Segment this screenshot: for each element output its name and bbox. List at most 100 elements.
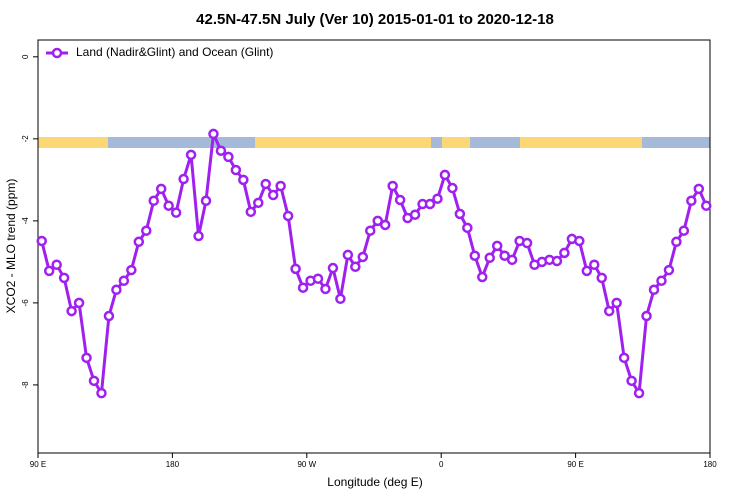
data-point <box>432 193 443 204</box>
data-point <box>155 183 167 195</box>
data-point <box>424 198 436 210</box>
data-point <box>312 273 324 284</box>
data-point <box>215 145 227 156</box>
x-axis-label: Longitude (deg E) <box>327 475 422 489</box>
data-point <box>379 219 391 231</box>
data-point <box>663 264 675 276</box>
data-point <box>111 284 122 296</box>
land-ocean-strip <box>38 137 710 148</box>
data-point <box>230 164 242 176</box>
data-point <box>596 272 607 284</box>
data-point <box>618 352 630 364</box>
data-point <box>559 247 570 259</box>
data-point <box>51 259 62 271</box>
data-point <box>506 254 518 266</box>
x-tick-label: 0 <box>439 460 444 469</box>
data-point <box>342 249 354 261</box>
data-point <box>73 297 85 309</box>
x-tick-label: 180 <box>703 460 717 469</box>
data-point <box>81 352 92 364</box>
y-tick-label: 0 <box>21 54 30 59</box>
data-point <box>66 305 77 317</box>
data-point <box>484 252 495 264</box>
data-point <box>387 180 398 192</box>
data-point <box>693 183 705 195</box>
data-point <box>260 178 271 190</box>
data-point <box>462 222 473 234</box>
x-tick-label: 180 <box>166 460 180 469</box>
data-point <box>551 255 563 267</box>
data-point <box>58 272 70 284</box>
data-point <box>141 225 152 236</box>
data-point <box>282 210 294 222</box>
y-tick-label: -6 <box>21 299 30 307</box>
data-point <box>290 263 301 275</box>
data-point <box>297 282 309 293</box>
data-point <box>335 293 346 305</box>
data-point <box>574 235 585 247</box>
data-point <box>170 207 182 218</box>
data-point <box>275 180 286 192</box>
data-point <box>185 149 197 161</box>
data-point <box>439 169 451 181</box>
data-point <box>678 225 690 236</box>
data-point <box>193 230 204 242</box>
data-point <box>499 250 510 261</box>
data-point <box>163 200 174 211</box>
x-tick-label: 90 W <box>297 460 316 469</box>
x-tick-label: 90 E <box>30 460 46 469</box>
data-point <box>656 275 667 286</box>
data-point <box>178 173 189 185</box>
data-point <box>641 310 652 322</box>
data-point <box>491 240 503 252</box>
data-point <box>626 375 637 387</box>
chart-title: 42.5N-47.5N July (Ver 10) 2015-01-01 to … <box>196 11 554 28</box>
data-point <box>208 128 219 140</box>
data-point <box>611 297 622 309</box>
data-point <box>223 151 234 163</box>
data-point <box>372 215 383 227</box>
data-point <box>238 174 249 186</box>
data-point <box>648 284 660 296</box>
data-point <box>43 265 55 277</box>
data-point <box>589 259 600 271</box>
data-point <box>394 194 406 206</box>
y-tick-label: -8 <box>21 381 30 389</box>
data-point <box>454 208 466 220</box>
data-point <box>409 209 421 220</box>
data-point <box>581 265 593 277</box>
data-point <box>267 189 279 201</box>
data-point <box>118 275 130 286</box>
data-point <box>350 261 361 273</box>
data-point <box>357 251 369 263</box>
data-point <box>96 387 107 399</box>
y-tick-label: -2 <box>21 135 30 143</box>
data-point <box>245 206 257 218</box>
data-point <box>88 375 100 387</box>
data-point <box>320 283 331 295</box>
data-point <box>633 387 645 399</box>
data-point <box>133 236 145 248</box>
plot-frame <box>37 39 711 454</box>
data-point <box>148 195 159 207</box>
data-point <box>469 250 481 261</box>
legend-label: Land (Nadir&Glint) and Ocean (Glint) <box>76 45 273 59</box>
data-point <box>103 310 115 322</box>
data-point <box>447 182 458 194</box>
data-point <box>603 305 615 317</box>
data-point <box>253 197 264 209</box>
series-line <box>40 128 708 398</box>
data-point <box>521 237 533 249</box>
y-axis-label: XCO2 - MLO trend (ppm) <box>4 179 18 314</box>
x-tick-label: 90 E <box>567 460 583 469</box>
data-point <box>36 235 47 247</box>
data-point <box>126 264 137 276</box>
data-point <box>686 195 697 207</box>
data-point <box>327 262 339 274</box>
data-point <box>671 236 682 248</box>
data-point <box>477 271 488 283</box>
data-point <box>701 200 712 211</box>
data-point <box>200 195 212 207</box>
data-point <box>365 225 376 236</box>
